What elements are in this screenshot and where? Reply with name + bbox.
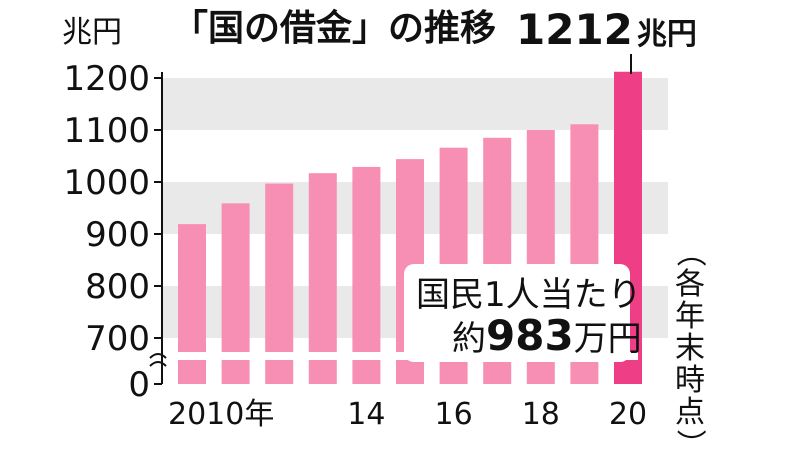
as-of-note-char: 各 — [675, 267, 705, 302]
axis-break-mark-upper — [149, 353, 167, 359]
as-of-note-char: 時 — [675, 363, 705, 398]
per-capita-note-line1: 国民1人当たり — [416, 275, 642, 315]
callout-value: 1212 — [516, 5, 633, 54]
x-tick-label: 18 — [522, 397, 560, 432]
x-tick-labels: 2010年 14 16 18 20 — [168, 397, 647, 432]
y-axis — [154, 72, 163, 385]
per-capita-note-unit: 万円 — [574, 319, 642, 359]
callout-unit: 兆円 — [637, 17, 697, 52]
x-tick-label: 16 — [435, 397, 473, 432]
y-tick-labels: 0 700 800 900 1000 1100 1200 — [63, 59, 150, 405]
y-tick-label: 900 — [85, 215, 150, 255]
y-tick-label: 1100 — [63, 111, 150, 151]
as-of-note-char: ） — [672, 429, 707, 459]
y-tick-label: 1200 — [63, 59, 150, 99]
y-tick-label: 1000 — [63, 163, 150, 203]
y-tick-label: 700 — [85, 319, 150, 359]
svg-text:約983万円: 約983万円 — [452, 311, 642, 360]
per-capita-note-value: 983 — [486, 311, 574, 360]
bar-2013 — [308, 173, 337, 384]
as-of-note-char: 年 — [675, 299, 705, 334]
x-tick-label: 20 — [609, 397, 647, 432]
x-tick-label: 14 — [347, 397, 385, 432]
y-tick-label: 0 — [128, 365, 150, 405]
y-tick-label: 800 — [85, 267, 150, 307]
axis-break-mark-lower — [149, 361, 167, 367]
grid-band — [162, 78, 668, 130]
per-capita-note: 国民1人当たり 約983万円 — [404, 264, 642, 362]
as-of-note-char: 末 — [675, 331, 705, 366]
as-of-note-char: 点 — [675, 395, 705, 430]
bar-2012 — [265, 183, 294, 384]
bar-2010 — [178, 224, 206, 384]
per-capita-note-box — [404, 264, 630, 362]
as-of-note-char: （ — [672, 237, 707, 267]
y-axis-unit: 兆円 — [62, 15, 122, 50]
bar-2014 — [352, 166, 381, 384]
per-capita-note-prefix: 約 — [452, 319, 486, 359]
x-tick-label: 2010年 — [168, 397, 274, 432]
latest-value-callout: 1212 兆円 — [516, 5, 697, 74]
chart-title: 「国の借金」の推移 — [172, 7, 496, 49]
